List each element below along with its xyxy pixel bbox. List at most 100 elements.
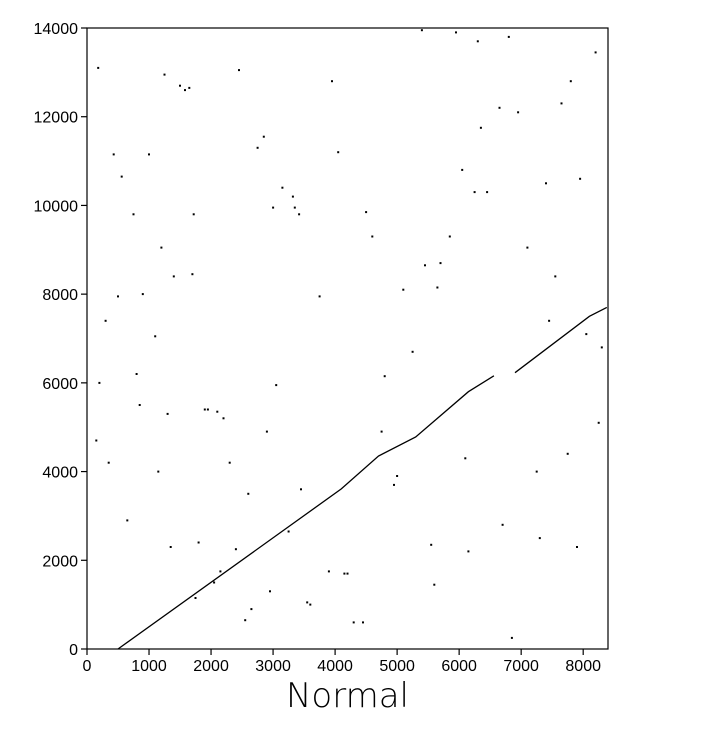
scatter-point — [526, 246, 529, 249]
scatter-point — [281, 186, 284, 189]
scatter-point — [166, 412, 169, 415]
scatter-point — [275, 384, 278, 387]
scatter-point — [216, 410, 219, 413]
scatter-point — [203, 408, 206, 411]
scatter-point — [272, 206, 275, 209]
scatter-point — [479, 126, 482, 129]
scatter-point — [396, 475, 399, 477]
scatter-point — [126, 519, 129, 522]
scatter-point — [238, 69, 240, 72]
x-tick-label: 6000 — [441, 658, 477, 675]
scatter-point — [309, 603, 312, 606]
y-tick-label: 2000 — [42, 553, 78, 570]
scatter-point — [148, 153, 150, 156]
scatter-point — [380, 430, 383, 433]
diagonal-segment — [117, 375, 495, 650]
scatter-point — [393, 483, 395, 486]
y-tick-label: 8000 — [42, 287, 78, 304]
scatter-point — [594, 51, 597, 54]
scatter-point — [467, 550, 470, 553]
x-tick-label: 0 — [83, 658, 92, 675]
x-axis-ticks: 0 1000 2000 3000 4000 5000 6000 7000 8000 — [83, 649, 601, 675]
scatter-point — [163, 73, 166, 76]
scatter-point — [191, 273, 194, 276]
scatter-point — [179, 84, 181, 87]
scatter-point — [538, 537, 541, 540]
scatter-point — [383, 375, 386, 378]
scatter-point — [234, 548, 237, 551]
scatter-point — [306, 601, 309, 604]
scatter-point — [160, 246, 163, 249]
scatter-point — [576, 546, 578, 548]
scatter-point — [157, 470, 160, 473]
scatter-point — [352, 621, 355, 624]
scatter-point — [135, 373, 138, 375]
scatter-point — [424, 264, 426, 267]
scatter-point — [206, 408, 209, 411]
scatter-point — [222, 417, 225, 420]
scatter-point — [132, 213, 135, 216]
scatter-point — [464, 457, 467, 460]
scatter-point — [331, 80, 333, 83]
scatter-point — [300, 488, 302, 491]
scatter-point — [228, 461, 231, 464]
scatter-point — [486, 191, 489, 194]
scatter-point — [554, 275, 557, 278]
y-tick-label: 12000 — [34, 110, 79, 127]
scatter-point — [269, 590, 271, 593]
scatter-point — [169, 546, 172, 548]
y-tick-label: 0 — [69, 642, 78, 659]
diagonal-series — [117, 306, 608, 650]
scatter-point — [256, 146, 259, 149]
scatter-point — [194, 597, 197, 599]
scatter-point — [244, 619, 247, 622]
scatter-point — [455, 31, 457, 34]
scatter-point — [600, 346, 603, 349]
y-axis-ticks: 0 2000 4000 6000 8000 10000 12000 14000 — [34, 21, 87, 659]
scatter-point — [138, 404, 141, 406]
scatter-point — [112, 153, 115, 156]
x-tick-label: 8000 — [565, 658, 601, 675]
scatter-point — [365, 211, 368, 214]
scatter-point — [430, 543, 433, 546]
scatter-point — [566, 452, 569, 455]
scatter-point — [120, 175, 123, 178]
scatter-point — [104, 319, 107, 322]
y-tick-label: 6000 — [42, 376, 78, 393]
y-tick-label: 4000 — [42, 465, 78, 482]
scatter-point — [545, 182, 547, 185]
scatter-point — [188, 86, 191, 89]
scatter-point — [154, 335, 157, 338]
scatter-point — [535, 470, 538, 473]
scatter-point — [579, 177, 582, 180]
scatter-point — [569, 80, 572, 83]
scatter-point — [473, 191, 476, 194]
scatter-point — [461, 168, 464, 171]
scatter-point — [498, 106, 501, 109]
x-tick-label: 1000 — [131, 658, 167, 675]
scatter-point — [197, 541, 200, 544]
x-tick-label: 2000 — [193, 658, 229, 675]
scatter-point — [184, 89, 186, 92]
scatter-point — [448, 235, 451, 238]
scatter-point — [298, 213, 301, 216]
scatter-point — [560, 102, 563, 105]
scatter-point — [585, 333, 588, 336]
scatter-point — [318, 295, 321, 298]
scatter-point — [337, 151, 340, 154]
scatter-point — [362, 621, 364, 624]
x-tick-label: 5000 — [379, 658, 415, 675]
scatter-point — [439, 262, 442, 265]
scatter-point — [247, 492, 250, 495]
scatter-point — [107, 461, 110, 464]
plot-frame — [86, 27, 609, 650]
scatter-point — [293, 206, 296, 209]
scatter-point — [265, 430, 268, 433]
scatter-point — [117, 295, 119, 298]
x-axis-title: Normal — [286, 676, 409, 716]
scatter-point — [98, 381, 101, 384]
scatter-point — [287, 530, 290, 533]
scatter-point — [219, 570, 222, 573]
